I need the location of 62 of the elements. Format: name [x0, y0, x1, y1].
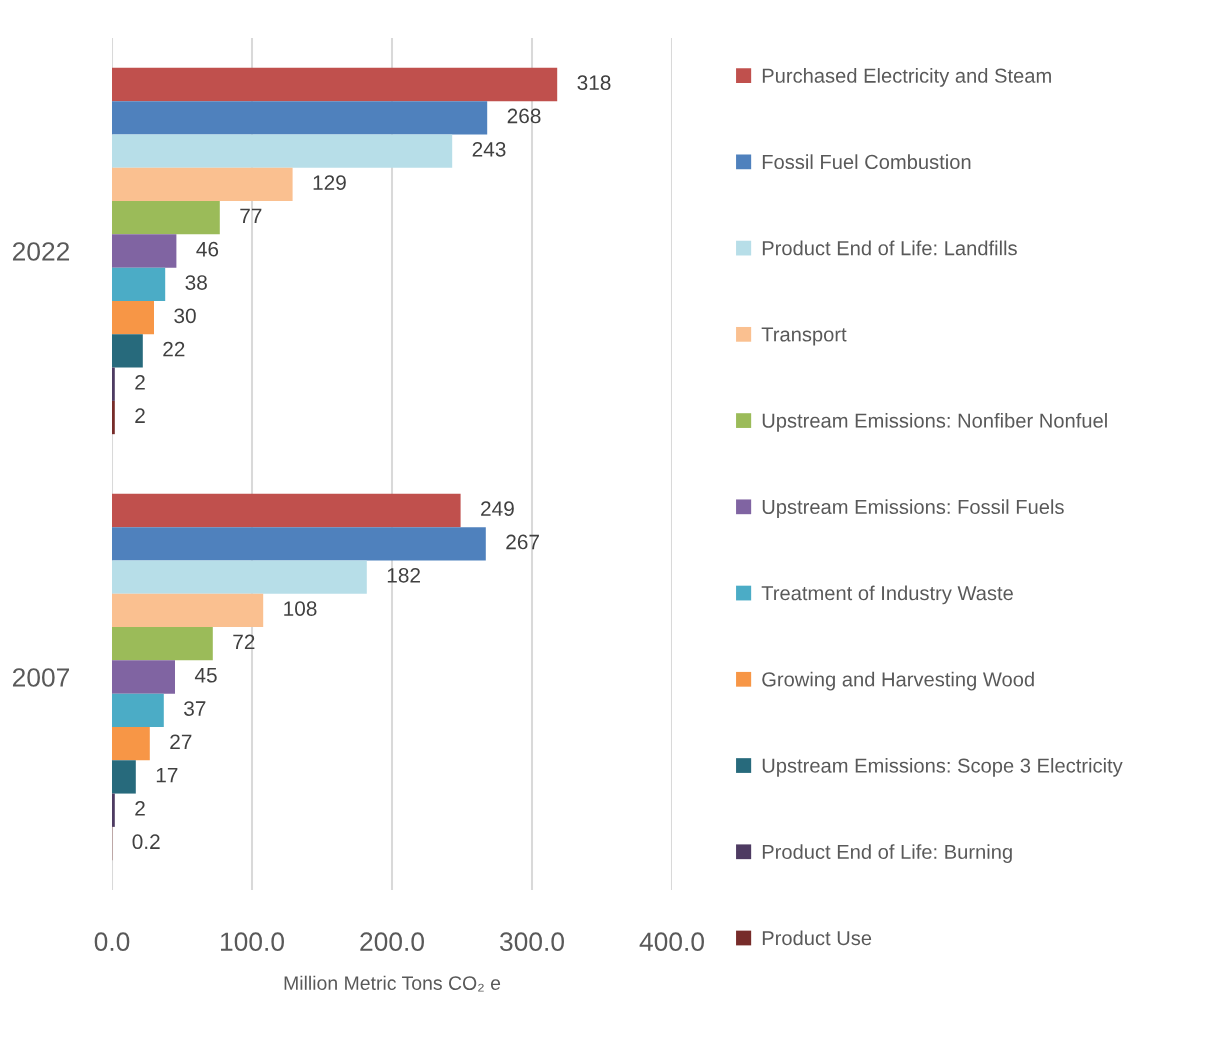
bar	[112, 234, 177, 268]
legend-label: Product End of Life: Burning	[762, 844, 1012, 863]
bar	[112, 493, 461, 528]
x-tick-label: 100.0	[221, 932, 284, 952]
bar	[112, 300, 154, 335]
bar	[112, 167, 293, 202]
bar	[112, 201, 220, 235]
legend-label: Upstream Emissions: Fossil Fuels	[762, 499, 1064, 519]
data-label: 243	[472, 141, 506, 157]
y-tick-label: 2022	[12, 242, 70, 261]
x-tick-label: 400.0	[639, 932, 704, 952]
data-label: 46	[196, 241, 219, 257]
bar	[112, 760, 136, 794]
bar	[112, 334, 143, 368]
data-label: 30	[174, 308, 196, 324]
data-label: 37	[184, 701, 206, 716]
data-label: 268	[507, 108, 541, 124]
data-label: 2	[135, 408, 145, 423]
legend-label: Treatment of Industry Waste	[761, 585, 1013, 605]
bar	[112, 67, 558, 102]
data-label: 0.2	[132, 834, 160, 850]
bar	[112, 101, 488, 135]
bar	[112, 367, 115, 401]
bar	[112, 660, 175, 694]
data-label: 22	[163, 341, 185, 357]
bar	[112, 627, 213, 661]
data-label: 2	[135, 375, 145, 390]
data-label: 17	[156, 767, 178, 783]
data-label: 72	[233, 634, 255, 650]
legend-label: Product End of Life: Landfills	[762, 240, 1017, 256]
bar	[112, 134, 453, 168]
data-label: 267	[506, 534, 539, 550]
legend-label: Purchased Electricity and Steam	[762, 68, 1051, 87]
data-label: 182	[387, 567, 420, 583]
y-tick-label: 2007	[12, 668, 70, 687]
data-label: 45	[194, 668, 217, 683]
x-axis-title: Million Metric Tons CO₂ e	[284, 975, 501, 992]
legend-label: Upstream Emissions: Nonfiber Nonfuel	[762, 413, 1107, 432]
data-label: 318	[577, 75, 611, 91]
legend-label: Product Use	[762, 930, 872, 946]
bar	[112, 527, 486, 561]
data-label: 108	[284, 601, 317, 616]
data-label: 129	[313, 175, 346, 190]
data-label: 77	[240, 208, 262, 224]
bar	[112, 593, 264, 628]
data-label: 38	[185, 275, 207, 290]
bar	[112, 560, 367, 594]
bar	[112, 726, 150, 761]
bar	[112, 693, 164, 727]
x-tick-label: 300.0	[499, 932, 564, 952]
x-tick-label: 0.0	[94, 932, 130, 952]
data-label: 2	[135, 801, 145, 816]
bar	[112, 267, 166, 301]
legend-label: Fossil Fuel Combustion	[762, 154, 971, 170]
bar	[112, 793, 115, 827]
legend-label: Upstream Emissions: Scope 3 Electricity	[762, 757, 1123, 777]
legend-label: Transport	[761, 327, 847, 346]
data-label: 27	[170, 734, 192, 749]
bar	[112, 400, 115, 435]
data-label: 249	[481, 501, 514, 517]
legend-label: Growing and Harvesting Wood	[762, 671, 1034, 691]
x-tick-label: 200.0	[360, 932, 424, 952]
